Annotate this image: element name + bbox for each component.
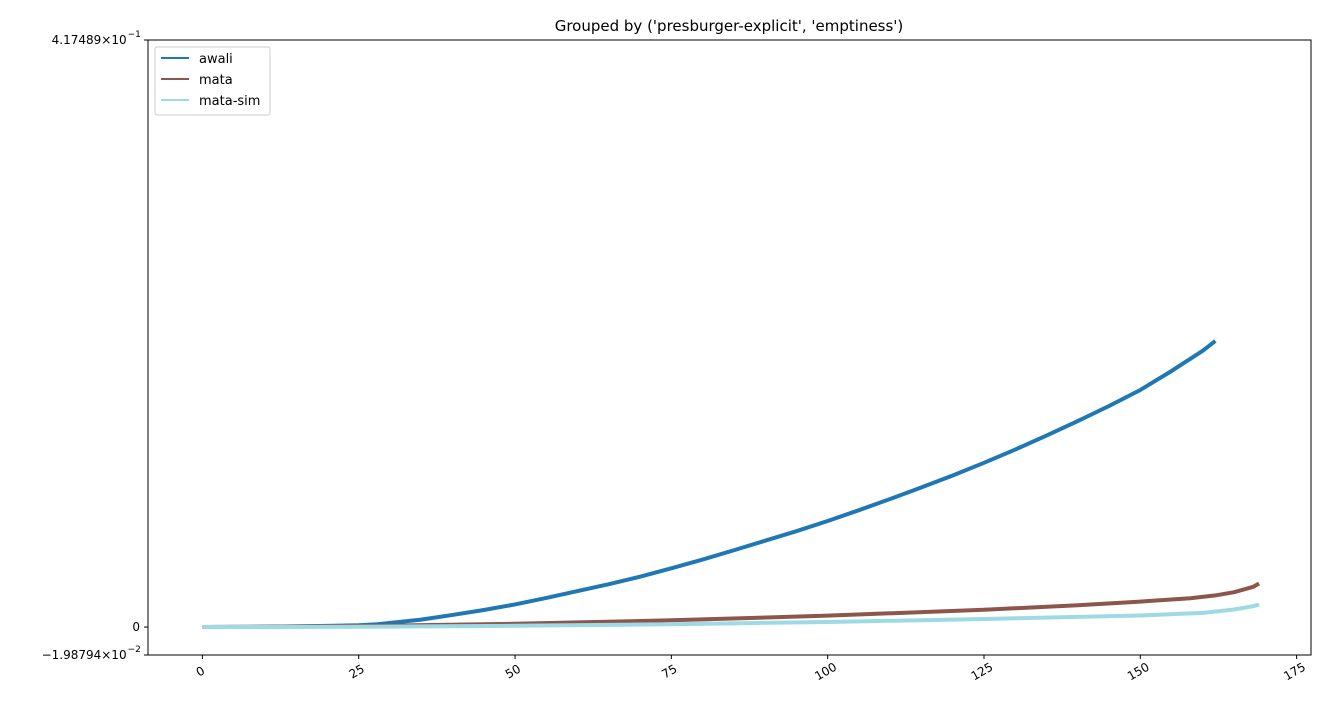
series-line-awali (202, 339, 1217, 630)
axes-frame (147, 39, 1312, 656)
y-tick-label: 0 (132, 620, 140, 634)
y-tick-value: 4.17489×10 (52, 33, 127, 47)
y-tick-label: −1.98794×10 −2 (42, 645, 141, 662)
legend-label: mata-sim (199, 94, 260, 109)
y-tick-value: 0 (132, 620, 140, 634)
x-tick-label: 75 (659, 662, 679, 682)
legend-entry: mata-sim (161, 94, 260, 109)
y-tick-label: 4.17489×10 −1 (52, 30, 141, 47)
series-line-mata-sim (202, 602, 1260, 630)
x-tick-label: 25 (347, 662, 367, 682)
legend-box (154, 46, 271, 116)
y-tick-exponent: −1 (128, 30, 141, 40)
chart-title: Grouped by ('presburger-explicit', 'empt… (555, 17, 904, 35)
x-tick-label: 50 (503, 662, 523, 682)
legend-label: mata (199, 73, 233, 88)
y-tick-value: −1.98794×10 (42, 648, 127, 662)
legend-entry: awali (161, 52, 233, 67)
y-tick-exponent: −2 (128, 645, 141, 655)
legend-label: awali (199, 52, 233, 67)
legend: awali mata mata-sim (154, 46, 271, 116)
legend-entry: mata (161, 73, 233, 88)
